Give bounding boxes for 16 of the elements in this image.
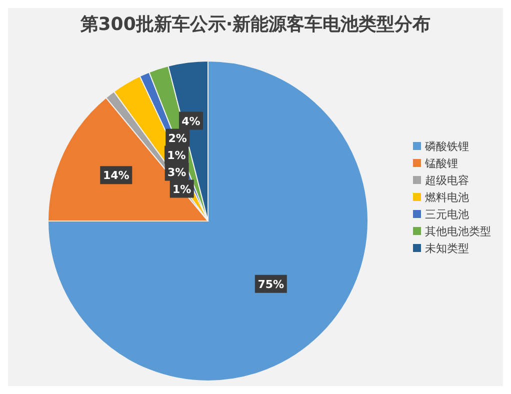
legend-label: 三元电池: [425, 206, 469, 222]
data-label: 4%: [182, 114, 200, 128]
data-label: 14%: [102, 169, 130, 182]
data-label: 1%: [172, 182, 192, 196]
data-label: 2%: [168, 132, 187, 145]
legend-label: 燃料电池: [425, 190, 469, 206]
pie-slice: [48, 60, 368, 382]
legend-label: 超级电容: [425, 172, 469, 188]
legend-label: 其他电池类型: [425, 224, 491, 240]
data-label: 3%: [167, 166, 186, 179]
chart-title: 第300批新车公示·新能源客车电池类型分布: [79, 13, 432, 36]
data-label: 75%: [258, 278, 284, 291]
legend-label: 锰酸锂: [425, 156, 458, 172]
legend-label: 磷酸铁锂: [425, 138, 469, 154]
legend-label: 未知类型: [425, 240, 469, 256]
data-label: 1%: [167, 148, 186, 162]
